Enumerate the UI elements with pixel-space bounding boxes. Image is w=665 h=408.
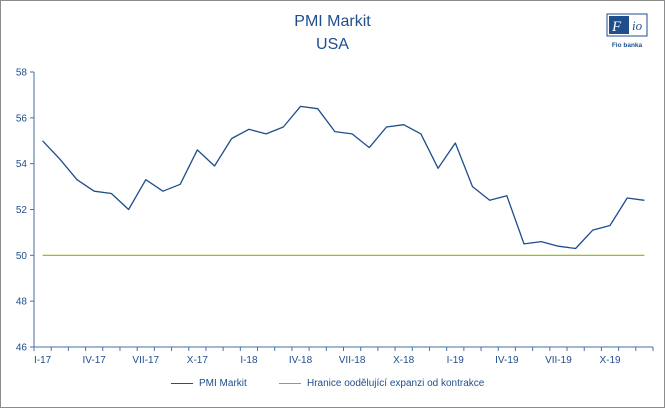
x-tick-label: I-19 xyxy=(447,355,465,366)
series-line-pmi xyxy=(42,105,645,250)
y-tick-label: 54 xyxy=(16,159,28,170)
y-tick-label: 48 xyxy=(16,297,28,308)
x-tick-label: IV-17 xyxy=(83,355,107,366)
legend-item-pmi: PMI Markit xyxy=(171,378,247,389)
fio-logo-icon: io F Fio banka xyxy=(606,13,648,49)
x-tick-label: X-19 xyxy=(599,355,621,366)
svg-text:F: F xyxy=(611,19,622,35)
x-tick-label: VII-17 xyxy=(132,355,159,366)
legend-swatch-threshold xyxy=(279,383,301,384)
y-tick-label: 52 xyxy=(16,205,28,216)
legend-label-threshold: Hranice oodělující expanzi od kontrakce xyxy=(307,378,485,389)
y-tick-label: 56 xyxy=(16,113,28,124)
legend-label-pmi: PMI Markit xyxy=(199,378,247,389)
y-tick-label: 50 xyxy=(16,251,28,262)
x-tick-label: VII-18 xyxy=(339,355,366,366)
x-tick-label: VII-19 xyxy=(545,355,572,366)
legend-item-threshold: Hranice oodělující expanzi od kontrakce xyxy=(279,378,484,389)
logo-text: Fio banka xyxy=(612,42,643,49)
x-tick-label: I-17 xyxy=(34,355,52,366)
y-tick-label: 58 xyxy=(16,68,28,79)
x-tick-label: I-18 xyxy=(240,355,258,366)
x-tick-label: IV-19 xyxy=(495,355,519,366)
x-tick-label: IV-18 xyxy=(289,355,313,366)
legend-swatch-pmi xyxy=(171,383,193,384)
svg-text:io: io xyxy=(632,18,643,33)
y-tick-label: 46 xyxy=(16,343,28,354)
x-tick-label: X-18 xyxy=(393,355,415,366)
x-tick-label: X-17 xyxy=(187,355,209,366)
chart-subtitle: USA xyxy=(316,36,349,53)
chart-title: PMI Markit xyxy=(294,13,371,30)
